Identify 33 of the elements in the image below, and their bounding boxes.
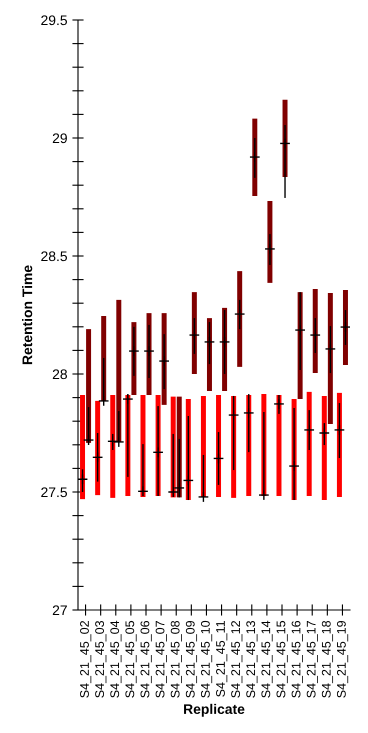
bar [237, 271, 242, 367]
bar [276, 395, 282, 496]
y-tick-label: 28 [52, 369, 67, 380]
y-axis-title: Retention Time [22, 265, 32, 364]
x-tick-label: S4_21_45_14 [261, 620, 273, 698]
x-tick-label: S4_21_45_05 [125, 620, 137, 698]
x-tick-label: S4_21_45_03 [95, 620, 106, 698]
bar [216, 395, 222, 497]
bar [322, 396, 327, 500]
x-axis-title: Replicate [184, 704, 244, 717]
x-tick-label: S4_21_45_16 [292, 620, 303, 698]
x-tick-label: S4_21_45_11 [216, 621, 228, 697]
x-tick-label: S4_21_45_09 [186, 621, 198, 698]
bar [80, 395, 86, 500]
x-tick-label: S4_21_45_04 [110, 620, 122, 698]
y-tick-label: 28.5 [41, 251, 68, 262]
x-tick-label: S4_21_45_10 [200, 620, 212, 698]
x-tick-label: S4_21_45_15 [276, 620, 288, 698]
x-tick-label: S4_21_45_18 [322, 620, 334, 698]
x-tick-label: S4_21_45_17 [306, 621, 318, 698]
x-tick-label: S4_21_45_13 [246, 620, 258, 698]
bar [116, 300, 122, 442]
y-tick-label: 29 [52, 133, 67, 144]
y-tick-label: 29.5 [41, 15, 68, 26]
x-tick-label: S4_21_45_08 [170, 620, 182, 698]
x-tick-label: S4_21_45_19 [336, 621, 348, 698]
x-tick-label: S4_21_45_06 [140, 620, 152, 698]
y-tick-label: 27.5 [41, 487, 68, 498]
x-tick-label: S4_21_45_12 [231, 621, 242, 698]
y-tick-label: 27 [52, 605, 67, 616]
x-tick-label: S4_21_45_07 [156, 621, 167, 698]
x-tick-label: S4_21_45_02 [80, 621, 92, 698]
bar [86, 329, 92, 443]
